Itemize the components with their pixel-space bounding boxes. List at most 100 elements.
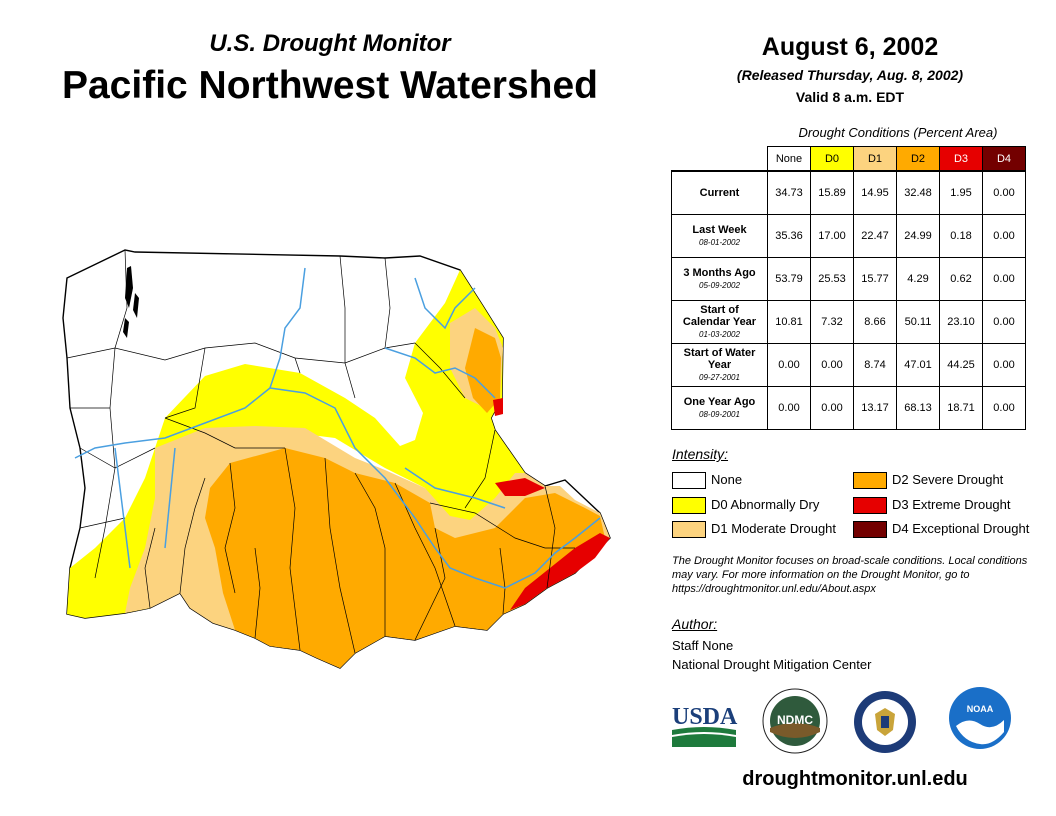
row-label: Current bbox=[671, 170, 768, 215]
legend-swatch-d1 bbox=[672, 521, 706, 539]
cell-d2: 50.11 bbox=[896, 300, 940, 344]
cell-d0: 17.00 bbox=[810, 214, 854, 258]
noaa-logo-text: NOAA bbox=[967, 704, 994, 714]
cell-d3: 1.95 bbox=[939, 170, 983, 215]
cell-d4: 0.00 bbox=[982, 170, 1026, 215]
legend-swatch-none bbox=[672, 472, 706, 490]
map-region-d3-spot bbox=[493, 398, 503, 416]
row-date: 05-09-2002 bbox=[699, 281, 740, 290]
map-region-d2-ne bbox=[465, 328, 501, 413]
legend-item-d0: D0 Abnormally Dry bbox=[672, 496, 820, 515]
legend-item-d1: D1 Moderate Drought bbox=[672, 520, 837, 539]
drought-conditions-table: None D0 D1 D2 D3 D4 Current 34.73 15.89 14.… bbox=[671, 146, 1026, 430]
valid-time: Valid 8 a.m. EDT bbox=[795, 89, 905, 105]
cell-d3: 18.71 bbox=[939, 386, 983, 430]
legend-item-d4: D4 Exceptional Drought bbox=[853, 520, 1030, 539]
legend-swatch-d2 bbox=[853, 472, 887, 490]
kootenai-river bbox=[414, 277, 476, 330]
usda-logo-text: USDA bbox=[672, 704, 738, 730]
cell-none: 53.79 bbox=[767, 257, 811, 301]
col-header-d0: D0 bbox=[810, 146, 854, 172]
cell-d3: 44.25 bbox=[939, 343, 983, 387]
row-label-text: Last Week bbox=[692, 224, 747, 236]
table-row-one-year-ago: One Year Ago 08-09-2001 0.00 0.00 13.17 68.13… bbox=[671, 386, 1026, 430]
col-header-none: None bbox=[767, 146, 811, 172]
row-label-text: Start of Water Year bbox=[683, 347, 756, 371]
row-label: Last Week 08-01-2002 bbox=[671, 214, 768, 258]
legend-item-d3: D3 Extreme Drought bbox=[853, 496, 1011, 515]
cell-d1: 13.17 bbox=[853, 386, 897, 430]
legend-label: D4 Exceptional Drought bbox=[892, 521, 1030, 536]
cell-d0: 25.53 bbox=[810, 257, 854, 301]
disclaimer-note: The Drought Monitor focuses on broad-sca… bbox=[672, 555, 1028, 595]
cell-d4: 0.00 bbox=[982, 214, 1026, 258]
legend-label: None bbox=[711, 472, 743, 487]
columbia-river bbox=[74, 267, 306, 459]
row-label: One Year Ago 08-09-2001 bbox=[671, 386, 768, 430]
usda-logo: USDA bbox=[672, 704, 738, 747]
col-header-d2: D2 bbox=[896, 146, 940, 172]
cell-d0: 0.00 bbox=[810, 343, 854, 387]
cell-none: 34.73 bbox=[767, 170, 811, 215]
rivers bbox=[74, 267, 601, 589]
row-date: 08-09-2001 bbox=[699, 410, 740, 419]
cell-d1: 8.66 bbox=[853, 300, 897, 344]
author-name: Staff None bbox=[672, 638, 734, 653]
cell-d2: 68.13 bbox=[896, 386, 940, 430]
row-label-text: Start of Calendar Year bbox=[682, 304, 757, 328]
row-date: 08-01-2002 bbox=[699, 238, 740, 247]
website-url[interactable]: droughtmonitor.unl.edu bbox=[742, 768, 968, 790]
basin-boundaries bbox=[66, 249, 575, 654]
willamette-river bbox=[114, 447, 131, 569]
snake-river bbox=[269, 387, 601, 589]
row-label-text: One Year Ago bbox=[683, 396, 756, 408]
cell-d4: 0.00 bbox=[982, 386, 1026, 430]
cell-d3: 23.10 bbox=[939, 300, 983, 344]
ndmc-logo: NDMC bbox=[762, 688, 828, 754]
legend-label: D3 Extreme Drought bbox=[892, 497, 1011, 512]
cell-d4: 0.00 bbox=[982, 343, 1026, 387]
cell-none: 0.00 bbox=[767, 386, 811, 430]
table-row-current: Current 34.73 15.89 14.95 32.48 1.95 0.00 bbox=[671, 170, 1026, 215]
row-label: Start of Water Year 09-27-2001 bbox=[671, 343, 768, 387]
cell-d1: 14.95 bbox=[853, 170, 897, 215]
map-date: August 6, 2002 bbox=[761, 33, 939, 61]
cell-d2: 32.48 bbox=[896, 170, 940, 215]
legend-swatch-d3 bbox=[853, 497, 887, 515]
legend-item-none: None bbox=[672, 471, 743, 490]
map-region-d3-ne bbox=[495, 478, 545, 496]
author-org: National Drought Mitigation Center bbox=[672, 657, 872, 672]
cell-d4: 0.00 bbox=[982, 257, 1026, 301]
cell-none: 35.36 bbox=[767, 214, 811, 258]
row-label-text: 3 Months Ago bbox=[683, 267, 756, 279]
cell-d3: 0.62 bbox=[939, 257, 983, 301]
row-date: 09-27-2001 bbox=[699, 373, 740, 382]
col-header-d1: D1 bbox=[853, 146, 897, 172]
legend-swatch-d0 bbox=[672, 497, 706, 515]
map-subtitle: U.S. Drought Monitor bbox=[209, 30, 451, 57]
noaa-logo: NOAA bbox=[949, 687, 1011, 749]
legend-swatch-d4 bbox=[853, 521, 887, 539]
table-row-3-months-ago: 3 Months Ago 05-09-2002 53.79 25.53 15.77 4.2… bbox=[671, 257, 1026, 301]
col-header-d4: D4 bbox=[982, 146, 1026, 172]
release-date: (Released Thursday, Aug. 8, 2002) bbox=[736, 67, 964, 83]
row-label: Start of Calendar Year 01-03-2002 bbox=[671, 300, 768, 344]
map-region-d0 bbox=[67, 270, 525, 618]
cell-d2: 4.29 bbox=[896, 257, 940, 301]
author-title: Author: bbox=[672, 616, 718, 632]
table-header-blank bbox=[672, 147, 768, 172]
clark-fork-river bbox=[384, 347, 496, 399]
cell-none: 0.00 bbox=[767, 343, 811, 387]
map-region-d3 bbox=[510, 533, 610, 610]
table-header-row: None D0 D1 D2 D3 D4 bbox=[672, 146, 1026, 172]
page-title: Pacific Northwest Watershed bbox=[61, 64, 599, 107]
cell-d4: 0.00 bbox=[982, 300, 1026, 344]
legend-label: D0 Abnormally Dry bbox=[711, 497, 820, 512]
legend-label: D2 Severe Drought bbox=[892, 472, 1004, 487]
cell-none: 10.81 bbox=[767, 300, 811, 344]
row-date: 01-03-2002 bbox=[699, 330, 740, 339]
row-label-text: Current bbox=[699, 187, 740, 199]
table-row-start-of-calendar-year: Start of Calendar Year 01-03-2002 10.81 7.3… bbox=[671, 300, 1026, 344]
commerce-seal-logo bbox=[854, 691, 916, 753]
legend-label: D1 Moderate Drought bbox=[711, 521, 837, 536]
